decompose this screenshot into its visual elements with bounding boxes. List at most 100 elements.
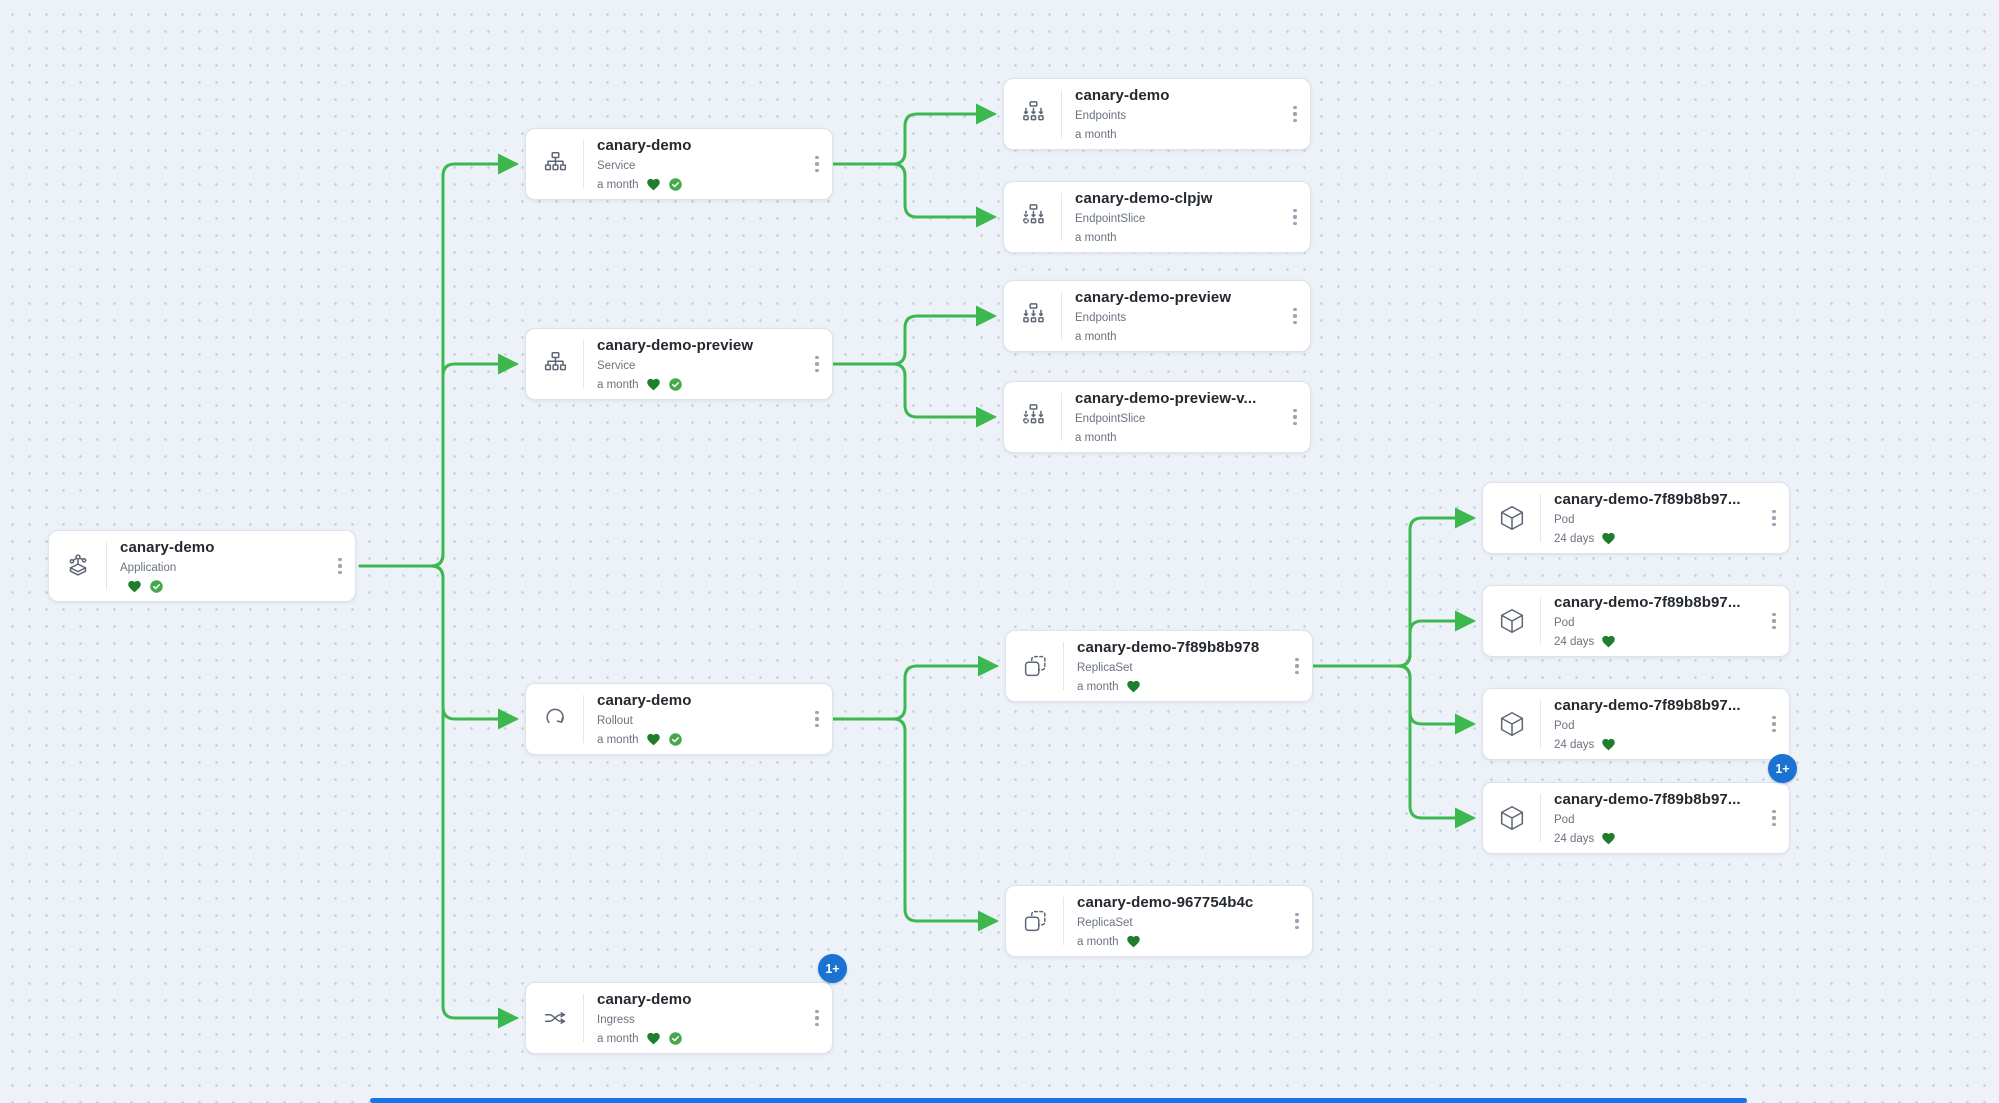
node-title: canary-demo-preview — [1075, 289, 1232, 306]
kebab-menu-icon[interactable] — [1759, 689, 1789, 759]
kebab-menu-icon[interactable] — [325, 531, 355, 601]
node-kind: Pod — [1554, 514, 1575, 526]
node-divider — [1540, 794, 1541, 842]
node-endpoints-canary-demo-preview[interactable]: canary-demo-preview Endpoints a month — [1003, 280, 1311, 352]
kebab-menu-icon[interactable] — [802, 983, 832, 1053]
node-age: a month — [1075, 128, 1117, 141]
kebab-menu-icon[interactable] — [1282, 886, 1312, 956]
node-age: a month — [1075, 330, 1117, 343]
healthy-heart-icon — [127, 579, 142, 594]
healthy-heart-icon — [646, 377, 661, 392]
node-pod-4[interactable]: canary-demo-7f89b8b97... Pod 24 days — [1482, 782, 1790, 854]
ingress-overflow-badge[interactable]: 1+ — [818, 954, 847, 983]
kebab-menu-icon[interactable] — [1280, 79, 1310, 149]
node-age: a month — [597, 733, 639, 746]
healthy-heart-icon — [1601, 737, 1616, 752]
node-application-canary-demo[interactable]: canary-demo Application — [48, 530, 356, 602]
kebab-menu-icon[interactable] — [802, 129, 832, 199]
node-pod-1[interactable]: canary-demo-7f89b8b97... Pod 24 days — [1482, 482, 1790, 554]
node-divider — [1061, 292, 1062, 340]
node-title: canary-demo-7f89b8b978 — [1077, 639, 1260, 656]
endpoints-icon — [1004, 281, 1061, 351]
node-kind: Endpoints — [1075, 110, 1127, 122]
kebab-menu-icon[interactable] — [1280, 182, 1310, 252]
node-service-canary-demo-preview[interactable]: canary-demo-preview Service a month — [525, 328, 833, 400]
node-age: a month — [597, 1032, 639, 1045]
replicaset-icon — [1006, 631, 1063, 701]
synced-check-icon — [149, 579, 164, 594]
node-kind: Application — [120, 562, 177, 574]
node-pod-2[interactable]: canary-demo-7f89b8b97... Pod 24 days — [1482, 585, 1790, 657]
node-title: canary-demo — [1075, 87, 1170, 104]
healthy-heart-icon — [646, 732, 661, 747]
healthy-heart-icon — [1126, 679, 1141, 694]
kebab-menu-icon[interactable] — [1759, 783, 1789, 853]
kebab-menu-icon[interactable] — [1759, 586, 1789, 656]
node-title: canary-demo — [597, 991, 692, 1008]
node-service-canary-demo[interactable]: canary-demo Service a month — [525, 128, 833, 200]
node-title: canary-demo-clpjw — [1075, 190, 1213, 207]
pod-overflow-badge[interactable]: 1+ — [1768, 754, 1797, 783]
node-endpointslice-canary-demo-preview[interactable]: canary-demo-preview-v... EndpointSlice a… — [1003, 381, 1311, 453]
node-divider — [583, 340, 584, 388]
node-age: 24 days — [1554, 635, 1595, 648]
node-divider — [583, 994, 584, 1042]
node-title: canary-demo-7f89b8b97... — [1554, 791, 1741, 808]
node-kind: Service — [597, 360, 636, 372]
healthy-heart-icon — [646, 1031, 661, 1046]
node-divider — [1063, 897, 1064, 945]
endpoints-icon — [1004, 79, 1061, 149]
rollout-icon — [526, 684, 583, 754]
node-age: 24 days — [1554, 832, 1595, 845]
pod-icon — [1483, 483, 1540, 553]
healthy-heart-icon — [1601, 531, 1616, 546]
node-replicaset-canary-demo-7f89b8b978[interactable]: canary-demo-7f89b8b978 ReplicaSet a mont… — [1005, 630, 1313, 702]
node-age: a month — [1077, 680, 1119, 693]
synced-check-icon — [668, 377, 683, 392]
node-rollout-canary-demo[interactable]: canary-demo Rollout a month — [525, 683, 833, 755]
synced-check-icon — [668, 732, 683, 747]
endpointslice-icon — [1004, 182, 1061, 252]
healthy-heart-icon — [646, 177, 661, 192]
node-kind: Pod — [1554, 617, 1575, 629]
edge-service2-endpoints — [831, 305, 997, 366]
service-icon — [526, 129, 583, 199]
horizontal-scrollbar[interactable] — [370, 1098, 1747, 1103]
kebab-menu-icon[interactable] — [1759, 483, 1789, 553]
node-kind: ReplicaSet — [1077, 662, 1133, 674]
node-age: a month — [1077, 935, 1119, 948]
node-divider — [106, 542, 107, 590]
node-endpoints-canary-demo[interactable]: canary-demo Endpoints a month — [1003, 78, 1311, 150]
kebab-menu-icon[interactable] — [1280, 382, 1310, 452]
node-age: 24 days — [1554, 532, 1595, 545]
node-title: canary-demo — [597, 137, 692, 154]
node-title: canary-demo — [120, 539, 215, 556]
node-divider — [1061, 393, 1062, 441]
node-endpointslice-canary-demo-clpjw[interactable]: canary-demo-clpjw EndpointSlice a month — [1003, 181, 1311, 253]
node-ingress-canary-demo[interactable]: canary-demo Ingress a month — [525, 982, 833, 1054]
kebab-menu-icon[interactable] — [802, 329, 832, 399]
node-pod-3[interactable]: canary-demo-7f89b8b97... Pod 24 days — [1482, 688, 1790, 760]
node-replicaset-canary-demo-967754b4c[interactable]: canary-demo-967754b4c ReplicaSet a month — [1005, 885, 1313, 957]
kebab-menu-icon[interactable] — [1280, 281, 1310, 351]
edge-service1-endpoints — [831, 103, 997, 166]
synced-check-icon — [668, 177, 683, 192]
kebab-menu-icon[interactable] — [802, 684, 832, 754]
kebab-menu-icon[interactable] — [1282, 631, 1312, 701]
node-kind: ReplicaSet — [1077, 917, 1133, 929]
node-kind: EndpointSlice — [1075, 213, 1146, 225]
node-age: a month — [597, 378, 639, 391]
endpointslice-icon — [1004, 382, 1061, 452]
node-divider — [1061, 90, 1062, 138]
node-kind: Endpoints — [1075, 312, 1127, 324]
pod-icon — [1483, 586, 1540, 656]
node-age: 24 days — [1554, 738, 1595, 751]
edge-rollout-replicaset1 — [831, 655, 999, 721]
pod-icon — [1483, 689, 1540, 759]
node-age: a month — [1075, 231, 1117, 244]
node-divider — [1061, 193, 1062, 241]
edge-replicaset1-pod4 — [1311, 664, 1476, 829]
edge-service2-endpointslice — [831, 362, 997, 428]
edge-replicaset1-pod1 — [1311, 507, 1476, 668]
